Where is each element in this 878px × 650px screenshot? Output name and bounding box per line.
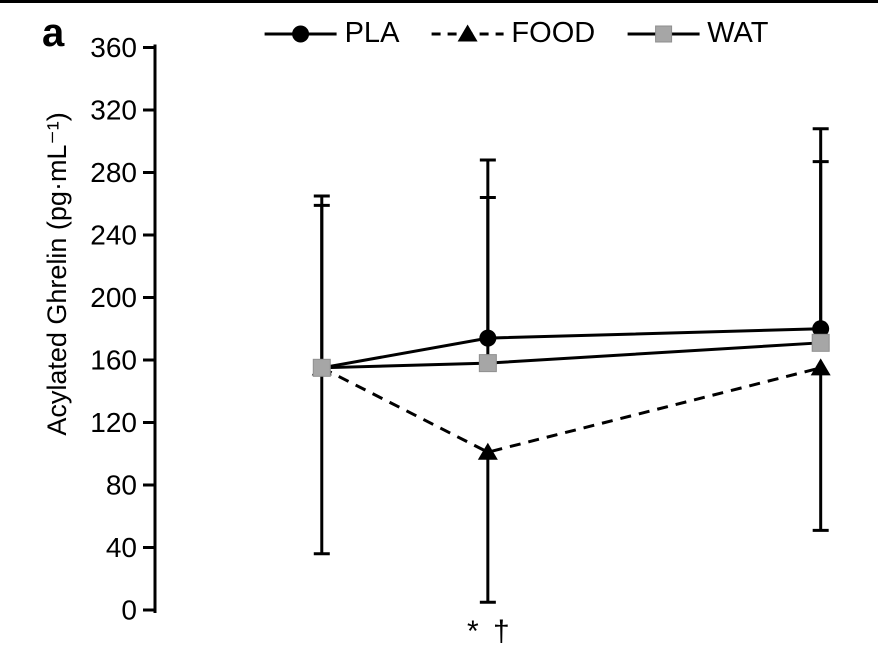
panel-label: a (42, 11, 65, 55)
y-tick-label: 360 (90, 32, 137, 63)
pla-circle-line-icon (264, 25, 337, 42)
y-tick-label: 160 (90, 345, 137, 376)
y-tick-label: 200 (90, 282, 137, 313)
legend-item-wat: WAT (626, 19, 768, 48)
legend-marker-food (457, 24, 478, 41)
significance-annotation: * † (467, 615, 513, 648)
y-tick-label: 80 (106, 470, 137, 501)
chart-legend: PLA FOOD WAT (264, 17, 768, 49)
series-line-food (321, 366, 822, 454)
legend-label-wat: WAT (707, 17, 769, 49)
y-tick-label: 120 (90, 407, 137, 438)
y-tick-label: 40 (106, 532, 137, 563)
marker-circle-pla (812, 320, 830, 338)
y-axis-label: Acylated Ghrelin (pg·mL⁻¹) (42, 112, 72, 435)
marker-circle-pla (479, 329, 497, 347)
y-tick-label: 280 (90, 157, 137, 188)
top-border-line (0, 0, 878, 3)
marker-triangle-food (810, 358, 831, 376)
wat-square-line-icon (627, 25, 700, 42)
legend-label-pla: PLA (344, 17, 400, 49)
marker-square-wat (478, 354, 497, 373)
legend-item-food: FOOD (430, 19, 595, 48)
marker-triangle-food (477, 442, 498, 460)
food-triangle-line-icon (431, 24, 504, 41)
legend-item-pla: PLA (264, 17, 400, 49)
marker-square-wat (312, 358, 331, 377)
marker-square-wat (811, 333, 830, 352)
y-tick-label: 240 (90, 220, 137, 251)
legend-marker-wat (654, 25, 672, 42)
legend-marker-pla (292, 25, 310, 42)
legend-label-food: FOOD (511, 17, 596, 49)
y-tick-label: 320 (90, 95, 137, 126)
y-tick-label: 0 (121, 595, 137, 626)
